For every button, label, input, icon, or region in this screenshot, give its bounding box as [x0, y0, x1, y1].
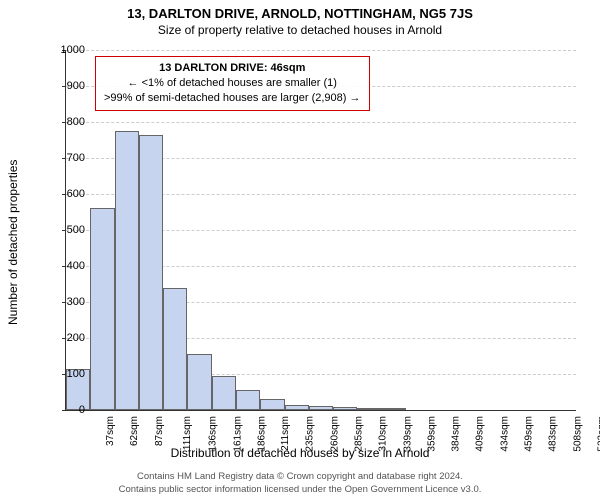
histogram-bar [382, 408, 406, 410]
histogram-bar [236, 390, 260, 410]
x-tick-label: 62sqm [129, 416, 140, 446]
annotation-line: ← <1% of detached houses are smaller (1) [104, 76, 361, 91]
footer-line: Contains HM Land Registry data © Crown c… [0, 471, 600, 483]
x-tick-label: 359sqm [426, 416, 437, 452]
histogram-bar [187, 354, 211, 410]
chart-footer: Contains HM Land Registry data © Crown c… [0, 471, 600, 496]
x-tick-label: 111sqm [182, 416, 193, 450]
x-tick-label: 136sqm [208, 416, 219, 452]
annotation-title: 13 DARLTON DRIVE: 46sqm [104, 61, 361, 76]
x-tick-label: 384sqm [451, 416, 462, 452]
histogram-bar [115, 131, 139, 410]
grid-line [66, 122, 576, 123]
chart-subtitle: Size of property relative to detached ho… [0, 21, 600, 37]
histogram-bar [90, 208, 114, 410]
y-tick-label: 400 [45, 260, 85, 272]
y-tick-label: 900 [45, 80, 85, 92]
chart-title: 13, DARLTON DRIVE, ARNOLD, NOTTINGHAM, N… [0, 0, 600, 21]
x-tick-label: 37sqm [105, 416, 116, 446]
histogram-bar [285, 405, 309, 410]
x-tick-label: 434sqm [499, 416, 510, 452]
y-tick-label: 800 [45, 116, 85, 128]
x-tick-label: 285sqm [354, 416, 365, 452]
x-tick-label: 161sqm [232, 416, 243, 452]
histogram-bar [163, 288, 187, 410]
x-tick-label: 483sqm [548, 416, 559, 452]
x-tick-label: 409sqm [475, 416, 486, 452]
y-tick-label: 200 [45, 332, 85, 344]
y-tick-label: 100 [45, 368, 85, 380]
x-tick-label: 310sqm [378, 416, 389, 452]
x-tick-label: 211sqm [280, 416, 291, 451]
x-tick-label: 87sqm [154, 416, 165, 446]
x-tick-label: 260sqm [329, 416, 340, 452]
x-tick-label: 459sqm [524, 416, 535, 452]
y-axis-title: Number of detached properties [6, 160, 20, 325]
histogram-bar [357, 408, 381, 410]
histogram-bar [333, 407, 357, 410]
y-tick-label: 500 [45, 224, 85, 236]
x-tick-label: 186sqm [256, 416, 267, 452]
x-tick-label: 533sqm [596, 416, 600, 452]
histogram-bar [309, 406, 333, 410]
chart-container: { "title": "13, DARLTON DRIVE, ARNOLD, N… [0, 0, 600, 500]
y-tick-label: 1000 [45, 44, 85, 56]
annotation-line: >99% of semi-detached houses are larger … [104, 91, 361, 106]
x-tick-label: 235sqm [305, 416, 316, 452]
y-tick-label: 600 [45, 188, 85, 200]
x-tick-label: 508sqm [572, 416, 583, 452]
y-tick-label: 0 [45, 404, 85, 416]
grid-line [66, 50, 576, 51]
histogram-bar [260, 399, 284, 410]
histogram-bar [212, 376, 236, 410]
x-tick-label: 339sqm [402, 416, 413, 452]
footer-line: Contains public sector information licen… [0, 484, 600, 496]
annotation-box: 13 DARLTON DRIVE: 46sqm ← <1% of detache… [95, 56, 370, 111]
histogram-bar [139, 135, 163, 410]
y-tick-label: 300 [45, 296, 85, 308]
y-tick-label: 700 [45, 152, 85, 164]
